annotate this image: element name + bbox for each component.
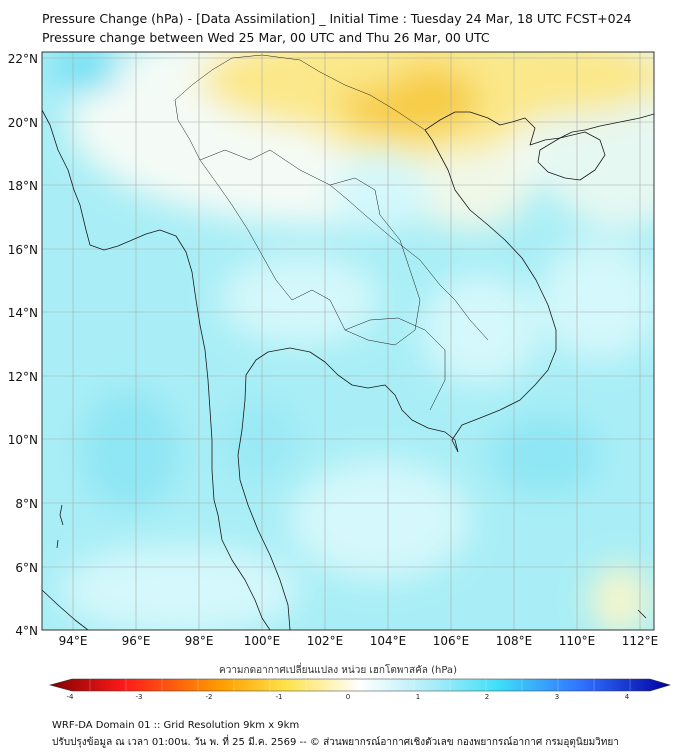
colorbar-tick: -4 — [67, 693, 75, 701]
chart-title: Pressure Change (hPa) - [Data Assimilati… — [42, 11, 632, 26]
colorbar-ticks: -4 -3 -2 -1 0 1 2 3 4 — [67, 693, 630, 701]
lon-label: 106°E — [433, 634, 470, 648]
lat-label: 16°N — [8, 243, 38, 257]
colorbar-label: ความกดอากาศเปลี่ยนแปลง หน่วย เฮกโตพาสคัล… — [219, 665, 457, 676]
footer-credit: ปรับปรุงข้อมูล ณ เวลา 01:00น. วัน พ. ที่… — [52, 737, 619, 748]
lon-label: 110°E — [559, 634, 596, 648]
colorbar-tick: 3 — [555, 693, 559, 701]
coast-sumatra — [42, 589, 89, 630]
lon-label: 104°E — [370, 634, 407, 648]
lat-label: 20°N — [8, 116, 38, 130]
border-laos — [329, 184, 489, 341]
coast-peninsula-west — [217, 514, 271, 630]
lat-label: 6°N — [15, 561, 38, 575]
andaman-island-2 — [56, 539, 59, 549]
border-myanmar-east — [174, 57, 233, 161]
colorbar-tick: 0 — [346, 693, 350, 701]
coast-myanmar — [42, 109, 219, 516]
colorbar: -4 -3 -2 -1 0 1 2 3 4 — [48, 678, 672, 701]
coast-china — [424, 111, 654, 146]
coastlines — [42, 54, 654, 630]
lat-label: 14°N — [8, 306, 38, 320]
lon-label: 112°E — [622, 634, 659, 648]
coast-gulf — [237, 347, 459, 630]
lon-label: 94°E — [59, 634, 88, 648]
colorbar-tick: -3 — [136, 693, 143, 701]
border-china — [231, 54, 426, 131]
colorbar-tick: -2 — [206, 693, 213, 701]
colorbar-bar — [48, 678, 672, 692]
lat-label: 10°N — [8, 433, 38, 447]
islands-east — [637, 609, 647, 619]
colorbar-tick: -1 — [276, 693, 283, 701]
pressure-change-map: 22°N 20°N 18°N 16°N 14°N 12°N 10°N 8°N 6… — [8, 51, 672, 701]
border-thailand — [199, 149, 421, 346]
pressure-field — [42, 52, 654, 630]
lat-label: 8°N — [15, 497, 38, 511]
lon-label: 108°E — [496, 634, 533, 648]
lon-label: 98°E — [185, 634, 214, 648]
graticule — [42, 52, 654, 630]
border-cambodia — [344, 317, 446, 411]
lat-labels: 22°N 20°N 18°N 16°N 14°N 12°N 10°N 8°N 6… — [8, 52, 38, 638]
plot-frame — [41, 51, 655, 631]
lon-label: 96°E — [122, 634, 151, 648]
colorbar-tick: 2 — [485, 693, 489, 701]
footer-domain: WRF-DA Domain 01 :: Grid Resolution 9km … — [52, 720, 300, 731]
andaman-islands — [59, 504, 64, 526]
lon-label: 100°E — [244, 634, 281, 648]
lat-label: 22°N — [8, 52, 38, 66]
chart-subtitle: Pressure change between Wed 25 Mar, 00 U… — [42, 30, 490, 45]
lat-label: 18°N — [8, 179, 38, 193]
lat-label: 4°N — [15, 624, 38, 638]
hainan-island — [537, 131, 606, 181]
lat-label: 12°N — [8, 370, 38, 384]
colorbar-dividers — [89, 679, 631, 691]
lon-label: 102°E — [307, 634, 344, 648]
colorbar-tick: 4 — [625, 693, 630, 701]
colorbar-tick: 1 — [416, 693, 420, 701]
lon-labels: 94°E 96°E 98°E 100°E 102°E 104°E 106°E 1… — [59, 634, 659, 648]
coast-vietnam — [424, 129, 557, 453]
